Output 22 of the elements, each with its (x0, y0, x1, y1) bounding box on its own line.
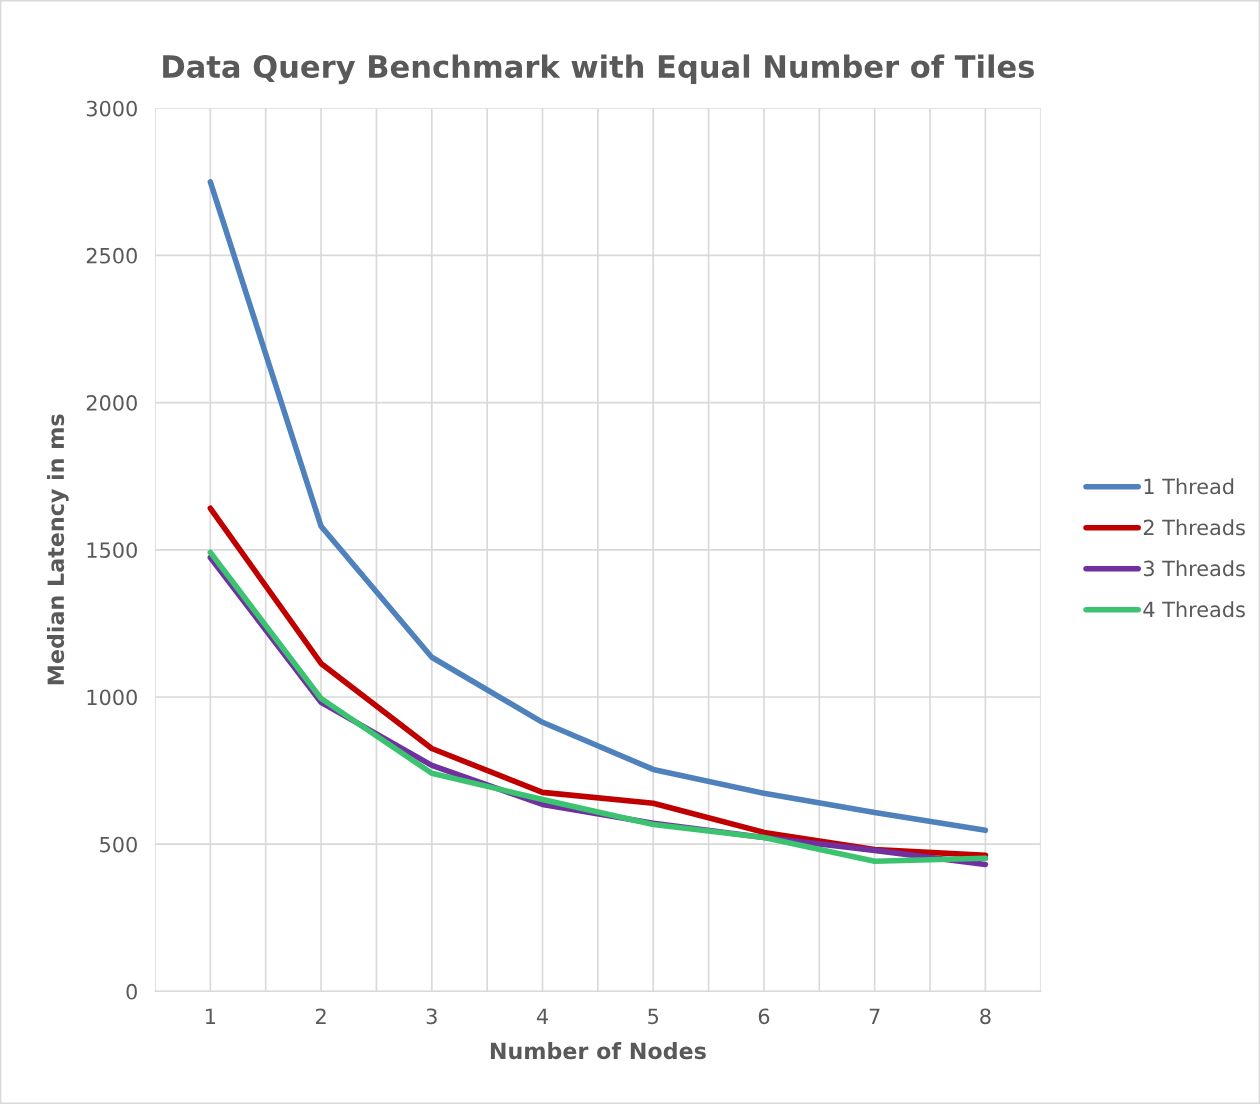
legend-label: 2 Threads (1143, 519, 1245, 536)
y-tick-label: 2000 (86, 395, 137, 411)
x-tick-label: 7 (869, 1008, 880, 1024)
legend-label: 1 Thread (1144, 478, 1234, 495)
y-tick-label: 500 (100, 836, 137, 853)
y-tick-label: 0 (126, 983, 137, 1000)
x-axis-title: Number of Nodes (490, 1042, 706, 1060)
y-tick-label: 2500 (86, 247, 137, 264)
legend-label: 4 Threads (1143, 601, 1245, 618)
x-tick-label: 6 (758, 1008, 770, 1025)
y-tick-label: 3000 (86, 100, 137, 117)
x-tick-label: 3 (426, 1008, 437, 1025)
chart-title: Data Query Benchmark with Equal Number of Tiles (163, 54, 1034, 85)
y-tick-label: 1000 (87, 689, 137, 706)
x-tick-label: 5 (648, 1008, 659, 1025)
legend-label: 3 Threads (1143, 560, 1245, 577)
x-tick-label: 1 (206, 1008, 216, 1024)
x-tick-label: 8 (980, 1008, 991, 1025)
y-axis-title: Median Latency in ms (46, 414, 69, 685)
x-tick-label: 2 (315, 1008, 326, 1024)
y-tick-label: 1500 (87, 542, 137, 558)
x-tick-label: 4 (536, 1008, 548, 1024)
